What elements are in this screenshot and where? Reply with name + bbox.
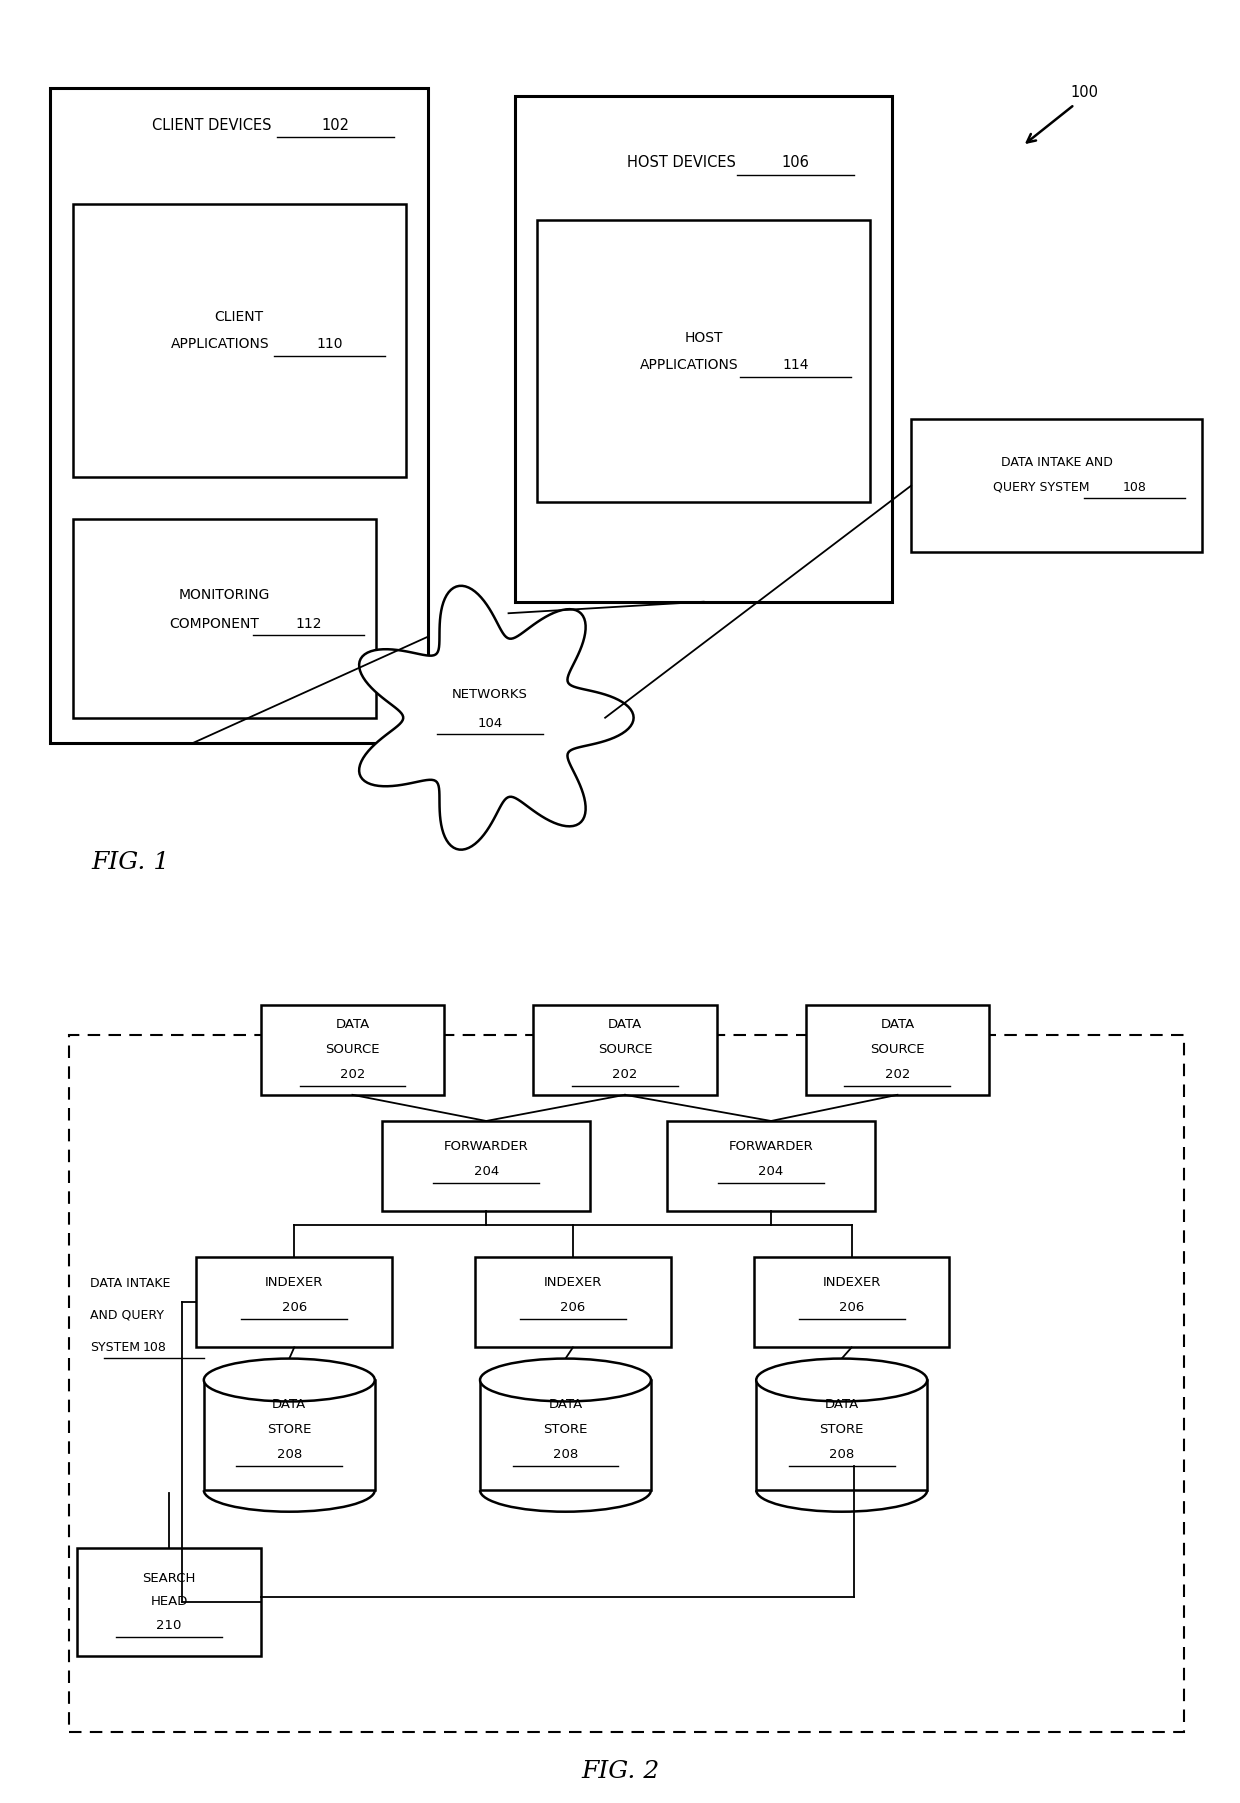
Text: SEARCH: SEARCH [143, 1572, 196, 1585]
Text: 110: 110 [316, 337, 342, 352]
Text: CLIENT: CLIENT [215, 310, 264, 325]
Text: FIG. 1: FIG. 1 [92, 851, 170, 874]
Text: HOST DEVICES: HOST DEVICES [627, 155, 735, 169]
Text: 204: 204 [474, 1165, 498, 1177]
FancyBboxPatch shape [537, 220, 870, 503]
Polygon shape [203, 1379, 374, 1491]
Text: 202: 202 [340, 1069, 365, 1082]
Text: 208: 208 [553, 1448, 578, 1462]
Text: HOST: HOST [684, 332, 723, 344]
Text: DATA: DATA [608, 1019, 642, 1031]
Text: SOURCE: SOURCE [598, 1044, 652, 1057]
Text: DATA INTAKE AND: DATA INTAKE AND [1001, 456, 1112, 469]
Polygon shape [756, 1379, 928, 1491]
Text: AND QUERY: AND QUERY [89, 1309, 164, 1322]
Text: STORE: STORE [267, 1423, 311, 1437]
FancyBboxPatch shape [515, 96, 893, 602]
FancyBboxPatch shape [72, 519, 376, 718]
Text: SOURCE: SOURCE [870, 1044, 925, 1057]
Text: 210: 210 [156, 1619, 182, 1632]
Text: APPLICATIONS: APPLICATIONS [171, 337, 270, 352]
Text: STORE: STORE [543, 1423, 588, 1437]
Text: DATA: DATA [880, 1019, 915, 1031]
Text: NETWORKS: NETWORKS [453, 687, 528, 701]
Text: 102: 102 [321, 117, 350, 133]
Text: 112: 112 [295, 617, 321, 631]
Text: 208: 208 [277, 1448, 301, 1462]
Text: 108: 108 [1122, 481, 1147, 494]
FancyBboxPatch shape [911, 420, 1202, 552]
Text: FORWARDER: FORWARDER [729, 1139, 813, 1152]
Text: 204: 204 [759, 1165, 784, 1177]
Ellipse shape [480, 1359, 651, 1401]
Text: 108: 108 [143, 1341, 166, 1354]
Text: 206: 206 [281, 1302, 306, 1314]
Text: 206: 206 [839, 1302, 864, 1314]
Polygon shape [360, 586, 634, 849]
FancyBboxPatch shape [806, 1004, 990, 1094]
Text: 114: 114 [782, 359, 808, 371]
Text: FIG. 2: FIG. 2 [580, 1760, 660, 1783]
Text: DATA: DATA [272, 1397, 306, 1412]
Text: COMPONENT: COMPONENT [170, 617, 259, 631]
FancyBboxPatch shape [77, 1549, 260, 1655]
Text: STORE: STORE [820, 1423, 864, 1437]
FancyBboxPatch shape [72, 204, 405, 478]
FancyBboxPatch shape [51, 88, 428, 743]
Text: QUERY SYSTEM: QUERY SYSTEM [993, 481, 1090, 494]
FancyBboxPatch shape [754, 1257, 950, 1347]
Text: HEAD: HEAD [150, 1596, 187, 1608]
Text: DATA: DATA [548, 1397, 583, 1412]
FancyBboxPatch shape [382, 1121, 590, 1212]
Text: INDEXER: INDEXER [822, 1277, 880, 1289]
FancyBboxPatch shape [475, 1257, 671, 1347]
FancyBboxPatch shape [667, 1121, 875, 1212]
Text: 100: 100 [1070, 85, 1099, 99]
FancyBboxPatch shape [68, 1035, 1183, 1733]
Ellipse shape [756, 1359, 928, 1401]
Polygon shape [480, 1379, 651, 1491]
FancyBboxPatch shape [196, 1257, 392, 1347]
FancyBboxPatch shape [260, 1004, 444, 1094]
Text: INDEXER: INDEXER [265, 1277, 324, 1289]
Text: MONITORING: MONITORING [179, 588, 270, 602]
Text: SOURCE: SOURCE [325, 1044, 379, 1057]
Text: 104: 104 [477, 716, 502, 730]
Text: CLIENT DEVICES: CLIENT DEVICES [153, 117, 272, 133]
Text: DATA: DATA [335, 1019, 370, 1031]
Text: 208: 208 [830, 1448, 854, 1462]
Text: DATA: DATA [825, 1397, 859, 1412]
Text: APPLICATIONS: APPLICATIONS [640, 359, 738, 371]
Text: SYSTEM: SYSTEM [89, 1341, 140, 1354]
Text: 106: 106 [781, 155, 810, 169]
Text: DATA INTAKE: DATA INTAKE [89, 1277, 170, 1289]
Text: 202: 202 [613, 1069, 637, 1082]
Text: FORWARDER: FORWARDER [444, 1139, 528, 1152]
Text: INDEXER: INDEXER [544, 1277, 603, 1289]
Text: 206: 206 [560, 1302, 585, 1314]
Text: 202: 202 [885, 1069, 910, 1082]
Ellipse shape [203, 1359, 374, 1401]
FancyBboxPatch shape [533, 1004, 717, 1094]
